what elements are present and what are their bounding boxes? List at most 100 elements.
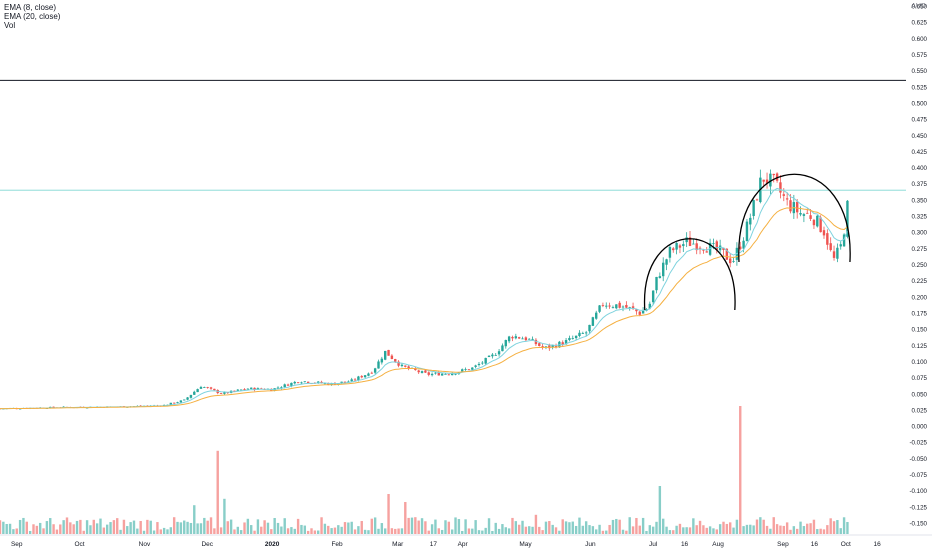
candle-body (554, 345, 558, 348)
horizontal-lines[interactable]: 0.5350.365 (0, 75, 930, 196)
candle-body (169, 402, 173, 405)
candle-body (390, 355, 394, 359)
candle-body (243, 389, 246, 390)
volume-bar (38, 522, 42, 534)
volume-bar (105, 524, 109, 534)
candle-body (296, 382, 300, 384)
y-tick-label: -0.100 (909, 488, 927, 495)
candle-body (474, 365, 477, 367)
volume-bar (725, 523, 729, 534)
candle-body (186, 397, 189, 400)
volume-bar (430, 524, 434, 534)
candle-body (434, 372, 437, 374)
volume-bar (571, 521, 574, 534)
y-tick-label: 0.400 (912, 165, 928, 172)
candle-body (511, 336, 514, 339)
candle-body (762, 179, 765, 182)
time-axis[interactable]: Sep Oct Nov Dec 2020 Feb Mar 17 Apr May Jun Jul 16 Au… (0, 534, 932, 548)
legend-ema-slow[interactable]: EMA (20, close) (4, 12, 61, 21)
volume-bar (762, 519, 765, 534)
volume-bar (330, 528, 333, 534)
candle-body (317, 381, 320, 383)
volume-bar (310, 528, 313, 534)
candle-body (742, 240, 745, 249)
drawn-arc-right[interactable] (738, 173, 851, 263)
volume-bar (785, 522, 789, 534)
volume-bar (471, 528, 474, 534)
volume-bar (685, 527, 688, 534)
volume-bar (735, 519, 739, 534)
candle-body (484, 357, 487, 364)
volume-bar (672, 530, 675, 534)
legend-ema-fast[interactable]: EMA (8, close) (4, 3, 57, 12)
volume-bar (511, 517, 514, 534)
volume-bar (59, 524, 62, 534)
candle-body (628, 307, 631, 308)
candle-body (481, 362, 484, 364)
y-tick-label: 0.525 (912, 84, 928, 91)
volume-bar (846, 521, 849, 534)
candle-body (497, 351, 501, 355)
candle-body (18, 408, 22, 410)
candle-body (541, 346, 544, 348)
candle-body (494, 355, 497, 356)
candle-body (444, 373, 447, 375)
volume-bar (454, 517, 457, 534)
volume-bar (109, 522, 112, 534)
y-tick-label: 0.450 (912, 133, 928, 140)
volume-bar (263, 520, 266, 534)
candle-body (514, 336, 518, 339)
legend-volume[interactable]: Vol (4, 21, 16, 30)
price-axis[interactable]: 0.650 0.625 0.600 0.575 0.550 0.525 0.500 0.475… (906, 0, 932, 550)
volume-bar (32, 524, 35, 534)
candle-body (665, 259, 668, 265)
volume-bar (534, 514, 538, 534)
candle-body (440, 373, 444, 376)
volume-bar (531, 526, 534, 534)
volume-bar (732, 527, 735, 534)
volume-bar (621, 529, 625, 534)
volume-bar (595, 529, 598, 534)
volume-bar (702, 525, 705, 534)
candle-body (209, 387, 213, 389)
candle-body (722, 247, 725, 250)
y-tick-label: 0.600 (912, 36, 928, 43)
x-tick-label: Oct (841, 541, 851, 548)
drawn-arc-left[interactable] (644, 238, 736, 311)
volume-bar (558, 530, 561, 534)
volume-bar (752, 525, 755, 534)
candle-body (588, 324, 591, 332)
volume-bar (628, 517, 631, 534)
volume-bar (300, 524, 303, 534)
volume-bar (149, 520, 152, 534)
volume-bar (357, 526, 360, 534)
candle-body (601, 304, 605, 306)
candle-body (595, 312, 598, 319)
volume-bar (806, 523, 809, 534)
volume-bar (35, 525, 39, 534)
volume-bar (739, 406, 742, 534)
candle-body (668, 247, 672, 258)
volume-bar (648, 525, 652, 534)
volume-bar (280, 526, 283, 534)
candle-body (383, 350, 387, 360)
candle-body (471, 367, 474, 370)
volume-bar (484, 527, 487, 534)
volume-bar (193, 505, 196, 534)
y-tick-label: 0.575 (912, 52, 928, 59)
y-tick-label: 0.075 (912, 375, 928, 382)
candle-body (477, 363, 481, 366)
volume-bar (662, 518, 665, 534)
candle-body (531, 338, 534, 340)
volume-bar (169, 527, 173, 534)
x-tick-label: Sep (777, 541, 789, 548)
volume-bar (491, 530, 494, 534)
drawn-annotations[interactable] (644, 173, 851, 311)
volume-bar (424, 521, 427, 534)
volume-bar (561, 519, 564, 534)
y-tick-label: 0.000 (912, 424, 928, 431)
volume-bar (92, 519, 95, 534)
volume-bar (132, 520, 136, 534)
